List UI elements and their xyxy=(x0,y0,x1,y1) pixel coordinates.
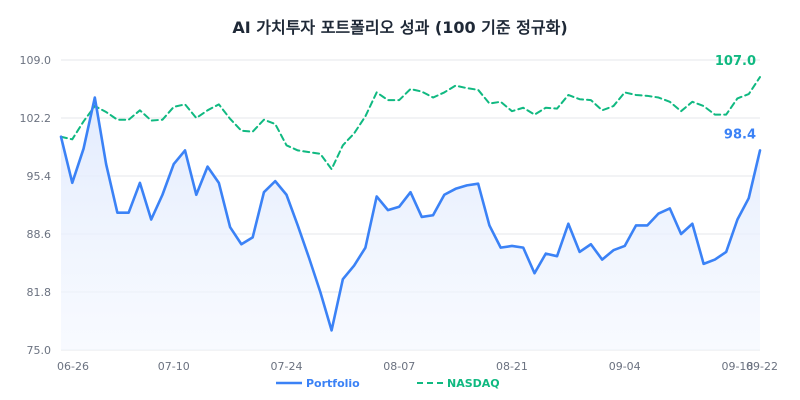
y-tick-label: 75.0 xyxy=(27,344,52,357)
y-tick-label: 81.8 xyxy=(27,286,52,299)
y-tick-label: 109.0 xyxy=(20,54,52,67)
series-line-portfolio xyxy=(59,96,762,332)
end-labels: 98.4 107.0 xyxy=(715,54,756,142)
legend-label-portfolio: Portfolio xyxy=(306,377,360,390)
x-tick-label: 07-10 xyxy=(158,360,190,373)
x-tick-label: 08-21 xyxy=(496,360,528,373)
x-tick-label: 08-07 xyxy=(383,360,415,373)
legend-label-nasdaq: NASDAQ xyxy=(447,377,500,390)
chart-title: AI 가치투자 포트폴리오 성과 (100 기준 정규화) xyxy=(232,18,568,37)
legend: Portfolio NASDAQ xyxy=(276,377,500,390)
portfolio-area-fill xyxy=(61,97,760,350)
axis-labels: 75.0 81.8 88.6 95.4 102.2 109.0 06-26 07-10 07-2… xyxy=(20,54,779,373)
y-tick-label: 88.6 xyxy=(27,228,52,241)
x-tick-label: 09-04 xyxy=(609,360,641,373)
x-tick-label: 09-22 xyxy=(746,360,778,373)
y-tick-label: 102.2 xyxy=(20,112,52,125)
y-tick-label: 95.4 xyxy=(27,170,52,183)
x-tick-label: 09-18 xyxy=(721,360,753,373)
series-lines xyxy=(59,76,762,332)
end-label-nasdaq: 107.0 xyxy=(715,54,756,69)
x-tick-label: 06-26 xyxy=(57,360,89,373)
end-label-portfolio: 98.4 xyxy=(724,127,756,142)
x-tick-label: 07-24 xyxy=(270,360,302,373)
portfolio-area xyxy=(61,97,760,350)
series-line-nasdaq xyxy=(60,76,761,171)
